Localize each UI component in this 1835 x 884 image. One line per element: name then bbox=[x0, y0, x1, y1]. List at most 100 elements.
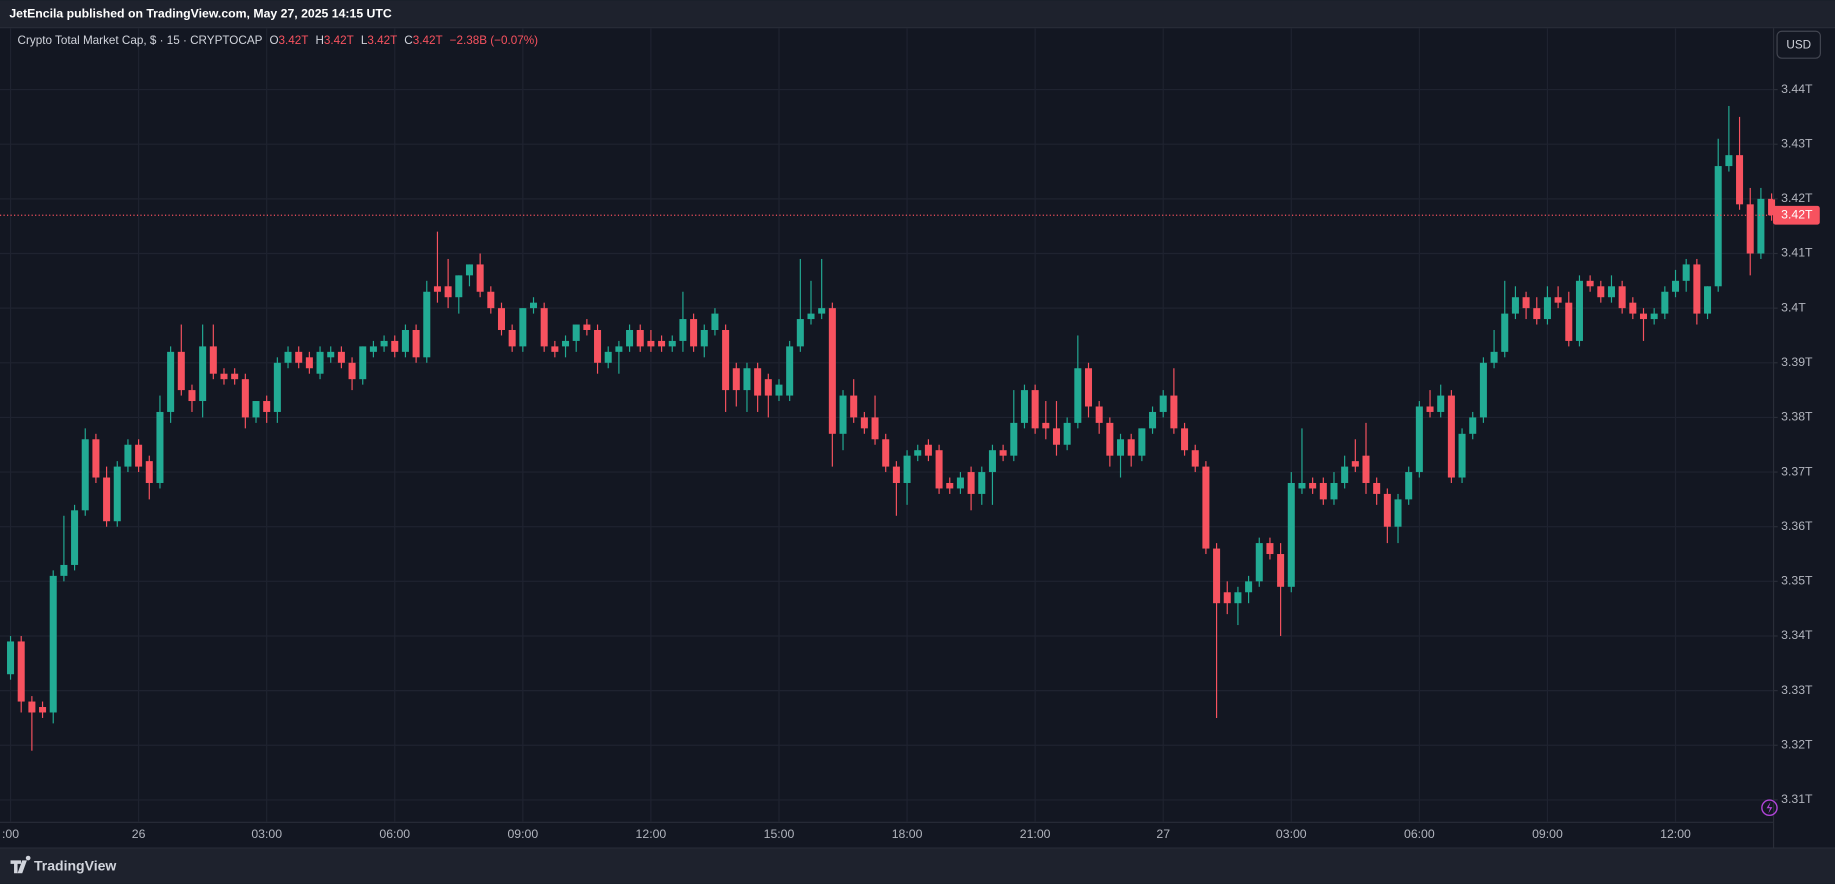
candle-body bbox=[796, 319, 804, 347]
candle-body bbox=[1458, 433, 1466, 478]
candle-body bbox=[1351, 461, 1359, 467]
candle-body bbox=[700, 329, 708, 347]
candle-body bbox=[1234, 592, 1242, 604]
change: −2.38B (−0.07%) bbox=[450, 34, 538, 47]
candle-body bbox=[177, 351, 185, 391]
candle-body bbox=[305, 357, 313, 369]
y-tick-label: 3.41T bbox=[1781, 246, 1813, 260]
candle-body bbox=[956, 477, 964, 489]
y-tick-label: 3.4T bbox=[1781, 300, 1806, 314]
candle-body bbox=[145, 461, 153, 483]
ohlc-label: H bbox=[315, 34, 323, 47]
candle-body bbox=[433, 286, 441, 292]
candle-body bbox=[732, 368, 740, 391]
candle-body bbox=[999, 450, 1007, 456]
candle-body bbox=[380, 340, 388, 347]
candle-body bbox=[1341, 466, 1349, 483]
candle-body bbox=[988, 450, 996, 473]
candle-body bbox=[615, 346, 623, 352]
candle-body bbox=[49, 575, 57, 713]
candle-body bbox=[401, 329, 409, 352]
candle-body bbox=[1405, 472, 1413, 500]
candle-body bbox=[17, 641, 25, 702]
candle-body bbox=[1138, 428, 1146, 456]
ohlc-value: 3.42T bbox=[413, 34, 443, 47]
candle-body bbox=[1736, 155, 1744, 205]
candle-body bbox=[1479, 362, 1487, 418]
candle-body bbox=[850, 395, 858, 418]
candle-body bbox=[1319, 482, 1327, 500]
candle-body bbox=[337, 351, 345, 363]
y-tick-label: 3.42T bbox=[1781, 191, 1813, 205]
candle-body bbox=[1682, 264, 1690, 281]
candle-body bbox=[572, 324, 580, 341]
candle-body bbox=[1768, 198, 1776, 216]
candle-body bbox=[1415, 406, 1423, 473]
candle-body bbox=[1501, 313, 1509, 352]
y-tick-label: 3.44T bbox=[1781, 82, 1813, 96]
candle-body bbox=[1725, 155, 1733, 167]
candle-body bbox=[754, 368, 762, 396]
candle-body bbox=[636, 329, 644, 347]
candle-body bbox=[1704, 286, 1712, 314]
currency-label[interactable]: USD bbox=[1786, 38, 1811, 51]
x-tick-label: 03:00 bbox=[1276, 827, 1307, 841]
candle-body bbox=[1543, 297, 1551, 320]
candle-body bbox=[807, 313, 815, 320]
y-tick-label: 3.34T bbox=[1781, 628, 1813, 642]
candle-body bbox=[252, 401, 260, 418]
candle-body bbox=[369, 346, 377, 352]
y-tick-label: 3.33T bbox=[1781, 683, 1813, 697]
candle-body bbox=[1650, 313, 1658, 320]
candle-body bbox=[967, 472, 975, 494]
candle-body bbox=[871, 417, 879, 440]
x-tick-label: 18:00 bbox=[892, 827, 923, 841]
candle-body bbox=[444, 286, 452, 298]
candle-body bbox=[508, 329, 516, 347]
candle-body bbox=[359, 346, 367, 380]
y-tick-label: 3.43T bbox=[1781, 136, 1813, 150]
candle-body bbox=[465, 264, 473, 276]
candle-body bbox=[1607, 286, 1615, 298]
candle-body bbox=[1533, 308, 1541, 320]
candle-body bbox=[978, 472, 986, 494]
candle-body bbox=[1575, 280, 1583, 341]
candle-body bbox=[273, 362, 281, 412]
published-note: JetEncila published on TradingView.com, … bbox=[9, 7, 392, 21]
candle-body bbox=[1383, 493, 1391, 527]
top-bar bbox=[0, 0, 1835, 28]
currency-button[interactable] bbox=[1776, 30, 1821, 59]
candle-body bbox=[1298, 482, 1306, 489]
candle-body bbox=[892, 466, 900, 483]
x-tick-label: 21:00 bbox=[1020, 827, 1051, 841]
candle-body bbox=[1373, 482, 1381, 494]
last-price-label: 3.42T bbox=[1781, 208, 1813, 222]
ohlc-value: 3.42T bbox=[279, 34, 309, 47]
candle-body bbox=[1362, 455, 1370, 483]
candle-body bbox=[1287, 482, 1295, 587]
candle-body bbox=[1095, 406, 1103, 423]
candle-body bbox=[81, 439, 89, 511]
alert-icon[interactable] bbox=[1761, 799, 1778, 817]
candle-body bbox=[220, 373, 228, 380]
ohlc-label: L bbox=[361, 34, 368, 47]
candle-body bbox=[1042, 422, 1050, 429]
brand[interactable]: TradingView bbox=[34, 858, 116, 874]
candle-body bbox=[124, 444, 132, 467]
candle-body bbox=[1639, 313, 1648, 320]
candle-body bbox=[529, 302, 538, 309]
candle-body bbox=[167, 351, 175, 412]
candle-body bbox=[1629, 302, 1637, 314]
candle-body bbox=[860, 417, 868, 429]
candle-body bbox=[1084, 368, 1093, 407]
candle-body bbox=[1714, 166, 1722, 287]
candle-body bbox=[476, 264, 484, 292]
candle-body bbox=[1020, 390, 1028, 423]
candle-body bbox=[487, 291, 495, 309]
candle-body bbox=[551, 346, 559, 352]
brand-logo[interactable] bbox=[10, 855, 31, 874]
candle-body bbox=[497, 308, 505, 330]
y-tick-label: 3.36T bbox=[1781, 519, 1813, 533]
last-price-tag bbox=[1772, 205, 1820, 225]
